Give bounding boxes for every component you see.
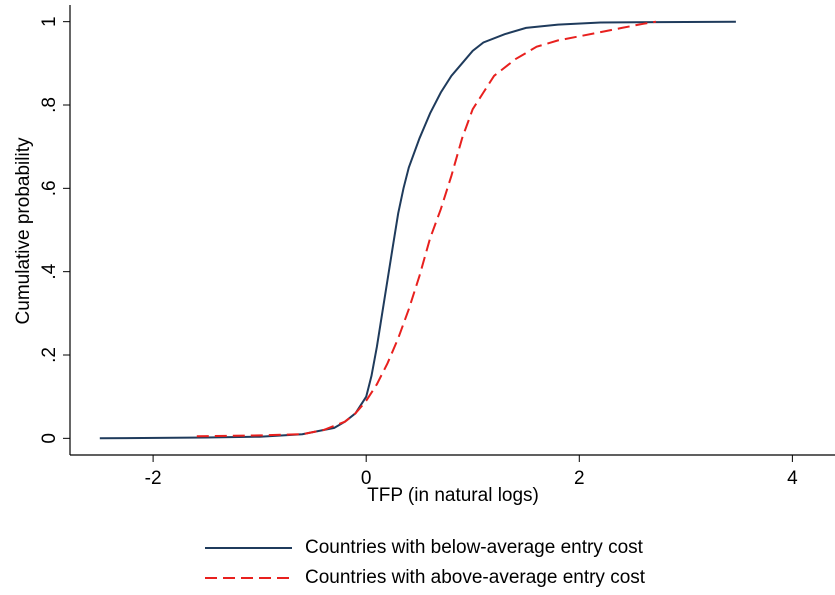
y-tick-label: .6 xyxy=(39,180,60,196)
y-tick-label: .8 xyxy=(39,97,60,113)
y-axis-title: Cumulative probability xyxy=(13,137,34,324)
legend-label: Countries with above-average entry cost xyxy=(305,567,646,588)
y-tick-label: .2 xyxy=(39,347,60,363)
y-tick-label: 0 xyxy=(39,433,60,444)
legend-label: Countries with below-average entry cost xyxy=(305,537,644,558)
series-line xyxy=(196,20,657,438)
y-tick-label: 1 xyxy=(39,16,60,27)
x-tick-label: -2 xyxy=(145,468,162,489)
x-tick-label: 0 xyxy=(361,468,372,489)
series-line xyxy=(99,20,736,440)
x-tick-label: 2 xyxy=(574,468,585,489)
x-axis-title: TFP (in natural logs) xyxy=(367,485,539,506)
y-tick-label: .4 xyxy=(39,263,60,279)
x-tick-label: 4 xyxy=(787,468,798,489)
